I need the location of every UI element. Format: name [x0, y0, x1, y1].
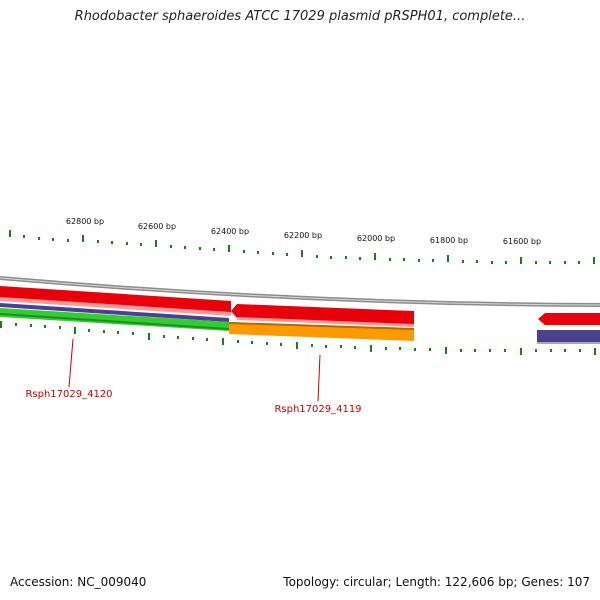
orange-track-edge — [229, 322, 414, 330]
topology-summary-text: Topology: circular; Length: 122,606 bp; … — [283, 575, 590, 589]
gene-label-rsph17029-4120[interactable]: Rsph17029_4120 — [25, 389, 112, 400]
green-track-left-shadow — [0, 313, 229, 330]
upper-tick-marks — [9, 230, 595, 264]
plasmid-backbone-highlight — [0, 277, 600, 306]
gene-arrow-right-edge[interactable] — [538, 313, 600, 325]
purple-track-right[interactable] — [537, 330, 600, 343]
position-labels: 62800 bp 62600 bp 62400 bp 62200 bp 6200… — [66, 217, 541, 246]
purple-track-left[interactable] — [0, 303, 229, 322]
gene-rsph17029-4119-arrow-shadow — [237, 317, 414, 327]
gene-rsph17029-4120-arrow-shadow — [0, 297, 231, 316]
gene-rsph17029-4120-arrow[interactable] — [0, 286, 231, 313]
purple-track-right-shadow — [537, 342, 600, 344]
gene-label-rsph17029-4119[interactable]: Rsph17029_4119 — [274, 404, 361, 415]
gene-callout-line — [68, 338, 74, 388]
position-label: 62800 bp — [66, 217, 104, 226]
position-label: 61800 bp — [430, 236, 468, 245]
accession-text: Accession: NC_009040 — [10, 575, 147, 589]
position-label: 62600 bp — [138, 222, 176, 231]
position-label: 62000 bp — [357, 234, 395, 243]
gene-rsph17029-4119-arrow[interactable] — [231, 304, 414, 325]
map-title: Rhodobacter sphaeroides ATCC 17029 plasm… — [74, 9, 526, 24]
position-label: 62200 bp — [284, 231, 322, 240]
position-label: 61600 bp — [503, 237, 541, 246]
orange-track[interactable] — [229, 322, 414, 341]
lower-tick-marks — [0, 321, 596, 355]
gene-callout-line — [317, 354, 321, 402]
position-label: 62400 bp — [211, 227, 249, 236]
